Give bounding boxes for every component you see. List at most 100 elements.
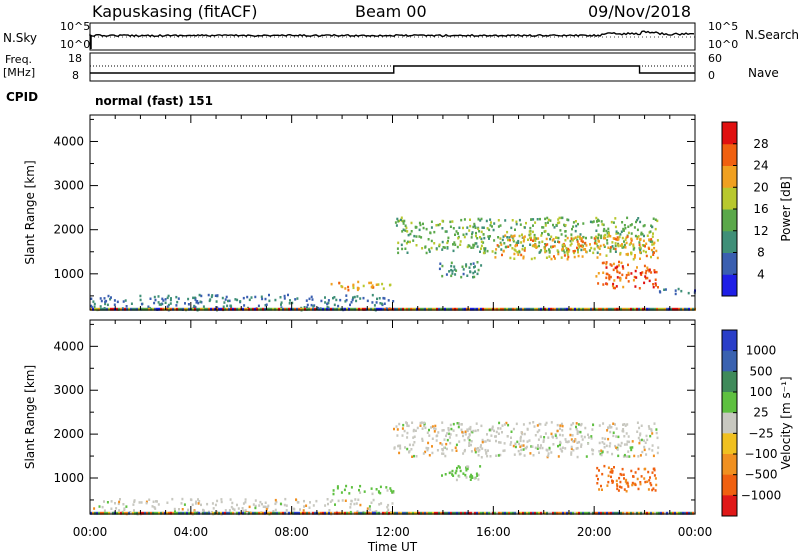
echo-cell: [404, 446, 406, 449]
base-echo: [368, 307, 370, 311]
base-echo: [268, 307, 270, 311]
echo-cell: [514, 249, 517, 252]
base-echo: [162, 511, 164, 515]
echo-cell: [472, 271, 475, 275]
echo-cell: [523, 454, 526, 457]
echo-cell: [602, 422, 605, 425]
echo-cell: [469, 425, 472, 429]
base-echo: [382, 307, 384, 311]
base-echo: [292, 307, 294, 311]
mode-text: normal (fast) 151: [95, 94, 213, 108]
echo-cell: [651, 449, 654, 452]
freq-label-2: [MHz]: [3, 66, 36, 79]
echo-cell: [518, 218, 521, 222]
echo-cell: [118, 500, 121, 504]
echo-cell: [546, 449, 549, 452]
echo-cell: [609, 430, 612, 434]
echo-cell: [638, 426, 641, 430]
echo-cell: [456, 232, 459, 235]
echo-cell: [489, 235, 491, 238]
echo-cell: [115, 507, 118, 510]
echo-cell: [371, 293, 374, 297]
base-echo: [296, 307, 298, 311]
echo-cell: [477, 227, 480, 231]
base-echo: [314, 511, 316, 515]
echo-cell: [236, 298, 239, 302]
base-echo: [328, 511, 330, 515]
echo-cell: [260, 295, 263, 298]
echo-cell: [580, 248, 583, 252]
base-echo: [692, 307, 694, 311]
echo-cell: [643, 234, 645, 238]
echo-cell: [652, 242, 655, 246]
echo-cell: [626, 235, 629, 238]
base-echo: [290, 307, 292, 311]
base-echo: [212, 511, 214, 515]
base-echo: [544, 307, 546, 311]
echo-cell: [514, 228, 516, 231]
echo-cell: [451, 220, 454, 223]
echo-cell: [291, 301, 294, 305]
echo-cell: [525, 447, 528, 450]
echo-cell: [538, 241, 541, 244]
echo-cell: [457, 425, 460, 429]
echo-cell: [475, 447, 478, 451]
echo-cell: [279, 296, 282, 299]
base-echo: [690, 511, 692, 515]
base-echo: [588, 307, 590, 311]
echo-cell: [397, 220, 400, 223]
echo-cell: [642, 224, 645, 228]
echo-cell: [618, 476, 621, 480]
echo-cell: [636, 237, 639, 240]
echo-cell: [424, 246, 427, 249]
base-echo: [160, 511, 162, 515]
base-echo: [326, 307, 328, 311]
base-echo: [394, 307, 396, 311]
echo-cell: [597, 272, 600, 275]
echo-cell: [99, 297, 102, 300]
echo-cell: [439, 442, 442, 445]
echo-cell: [395, 224, 398, 227]
echo-cell: [620, 441, 623, 445]
base-echo: [526, 307, 528, 311]
freq-tick-bottom: 8: [72, 69, 79, 82]
echo-cell: [419, 421, 422, 425]
base-echo: [200, 307, 202, 311]
echo-cell: [479, 445, 482, 449]
echo-cell: [580, 435, 583, 438]
base-echo: [628, 511, 630, 515]
echo-cell: [499, 224, 502, 227]
base-echo: [588, 511, 590, 515]
base-echo: [340, 307, 342, 311]
echo-cell: [283, 503, 286, 507]
base-echo: [660, 511, 662, 515]
base-echo: [530, 307, 532, 311]
base-echo: [670, 511, 672, 515]
base-echo: [420, 307, 422, 311]
echo-cell: [541, 232, 543, 235]
echo-cell: [418, 221, 421, 225]
echo-cell: [657, 446, 660, 449]
echo-cell: [656, 436, 659, 440]
base-echo: [592, 511, 594, 515]
echo-cell: [564, 224, 567, 227]
echo-cell: [275, 500, 278, 504]
base-echo: [226, 307, 228, 311]
echo-cell: [405, 226, 408, 230]
echo-cell: [541, 226, 544, 229]
base-echo: [244, 511, 246, 515]
echo-cell: [498, 441, 500, 444]
echo-cell: [608, 276, 611, 279]
echo-cell: [574, 220, 577, 223]
base-echo: [422, 511, 424, 515]
echo-cell: [359, 484, 362, 488]
echo-cell: [479, 236, 481, 239]
base-echo: [222, 307, 224, 311]
echo-cell: [476, 245, 479, 248]
echo-cell: [636, 430, 639, 433]
echo-cell: [362, 296, 365, 300]
base-echo: [410, 307, 412, 311]
base-echo: [136, 307, 138, 311]
echo-cell: [465, 232, 468, 236]
echo-cell: [351, 298, 354, 302]
